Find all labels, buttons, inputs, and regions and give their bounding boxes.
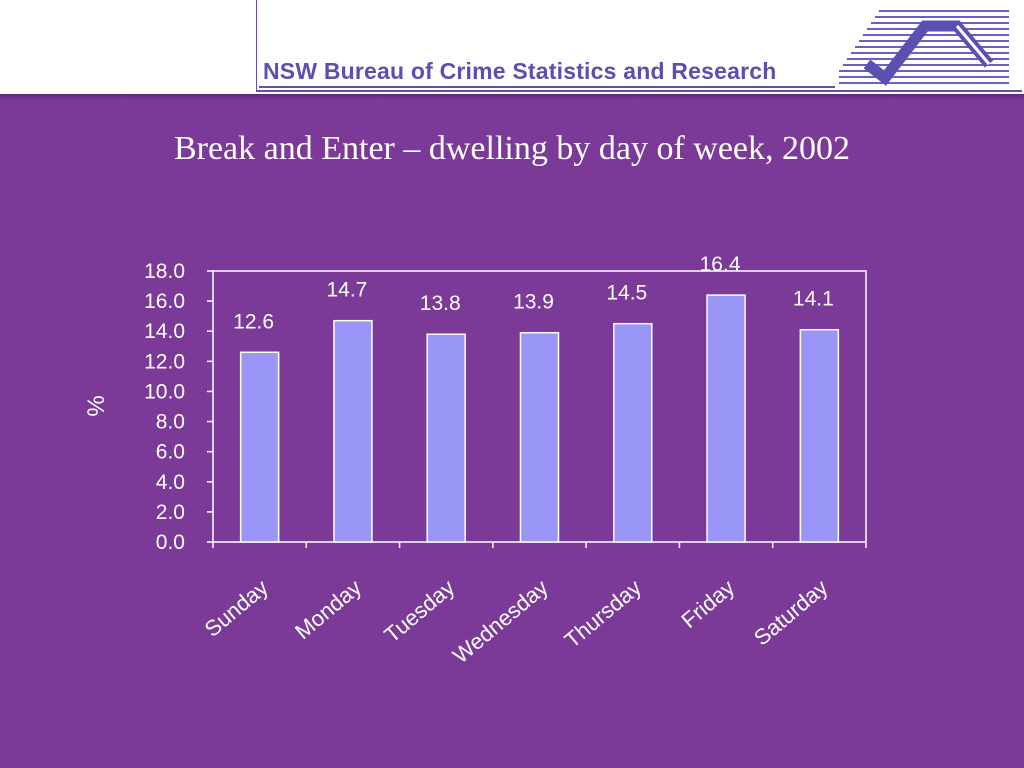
bar <box>239 351 280 543</box>
bar <box>519 331 560 543</box>
org-name-underline <box>259 86 835 88</box>
y-tick-label: 2.0 <box>156 501 185 524</box>
data-label: 13.8 <box>420 292 461 315</box>
data-label: 14.7 <box>326 279 367 302</box>
header-divider <box>0 94 1024 100</box>
y-axis-label: % <box>83 395 110 416</box>
data-label: 12.6 <box>233 310 274 333</box>
bar <box>426 333 466 543</box>
y-tick-label: 12.0 <box>144 350 185 373</box>
bar <box>333 319 373 543</box>
data-label: 13.9 <box>513 291 554 314</box>
brand-box: NSW Bureau of Crime Statistics and Resea… <box>256 0 1022 92</box>
bar <box>613 322 653 543</box>
y-tick-label: 10.0 <box>144 380 185 403</box>
x-tick-label: Wednesday <box>448 575 553 669</box>
y-tick-label: 6.0 <box>156 441 185 464</box>
data-label: 14.5 <box>606 282 647 305</box>
x-tick-label: Tuesday <box>379 575 459 648</box>
y-tick-label: 16.0 <box>144 290 185 313</box>
y-tick-label: 0.0 <box>156 531 185 554</box>
bar <box>706 294 746 543</box>
data-label: 16.4 <box>700 253 741 276</box>
chart-title: Break and Enter – dwelling by day of wee… <box>173 130 851 167</box>
y-tick-label: 14.0 <box>144 320 185 343</box>
x-tick-label: Saturday <box>749 575 833 651</box>
data-label: 14.1 <box>793 288 834 311</box>
bocsar-logo-icon <box>839 10 1009 86</box>
y-tick-label: 18.0 <box>144 260 185 283</box>
x-tick-label: Sunday <box>200 575 273 642</box>
header-banner <box>0 0 1024 94</box>
bar <box>799 328 840 543</box>
x-tick-label: Friday <box>676 575 739 633</box>
y-tick-label: 4.0 <box>156 471 185 494</box>
y-tick-label: 8.0 <box>156 411 185 434</box>
x-tick-label: Thursday <box>560 575 646 653</box>
x-tick-label: Monday <box>290 575 366 644</box>
org-name: NSW Bureau of Crime Statistics and Resea… <box>263 58 777 84</box>
